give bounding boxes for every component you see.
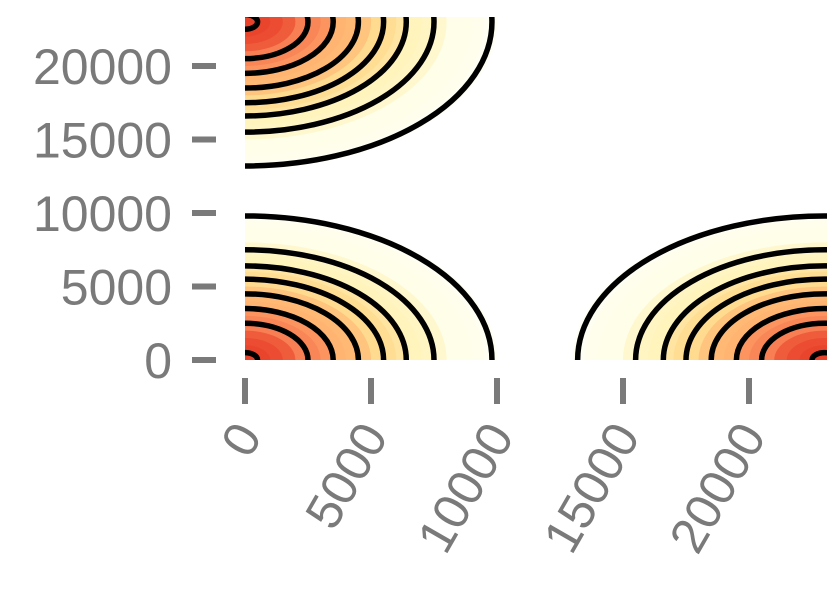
y-tick-label: 15000 [33, 113, 172, 169]
contour-line-lower-right [809, 349, 827, 360]
contour-line-lower-left [245, 263, 409, 360]
contour-line-upper-left [245, 17, 336, 77]
contour-line-lower-left [245, 305, 336, 360]
x-tick-label: 10000 [407, 414, 525, 562]
contour-line-lower-left [245, 349, 261, 360]
contour-line-lower-right [708, 291, 827, 360]
contour-line-upper-left [245, 17, 362, 91]
x-tick-label: 0 [210, 414, 272, 466]
contour-line-upper-left [245, 17, 261, 32]
y-tick-label: 0 [144, 333, 172, 389]
contour-line-lower-left [245, 276, 387, 360]
contour-line-upper-left [245, 17, 437, 135]
contour-lines [245, 17, 827, 360]
contour-line-lower-right [660, 263, 827, 360]
contour-line-upper-left [245, 17, 387, 106]
contour-line-lower-right [683, 276, 827, 360]
y-tick-label: 10000 [33, 186, 172, 242]
contour-line-lower-right [733, 305, 827, 360]
y-tick-label: 20000 [33, 39, 172, 95]
contour-line-upper-left [245, 17, 409, 119]
contour-line-lower-left [245, 291, 362, 360]
x-tick-label: 5000 [294, 414, 398, 538]
y-tick-label: 5000 [61, 260, 172, 316]
contour-line-upper-left [245, 17, 311, 62]
contour-line-lower-right [574, 213, 827, 360]
x-axis: 0 5000 10000 15000 20000 [210, 378, 777, 562]
x-tick-label: 15000 [533, 414, 651, 562]
y-axis: 0 5000 10000 15000 20000 [33, 39, 216, 389]
contour-line-lower-right [632, 247, 827, 360]
contour-line-lower-right [758, 320, 827, 360]
contour-line-upper-left [245, 17, 495, 169]
x-tick-label: 20000 [659, 414, 777, 562]
